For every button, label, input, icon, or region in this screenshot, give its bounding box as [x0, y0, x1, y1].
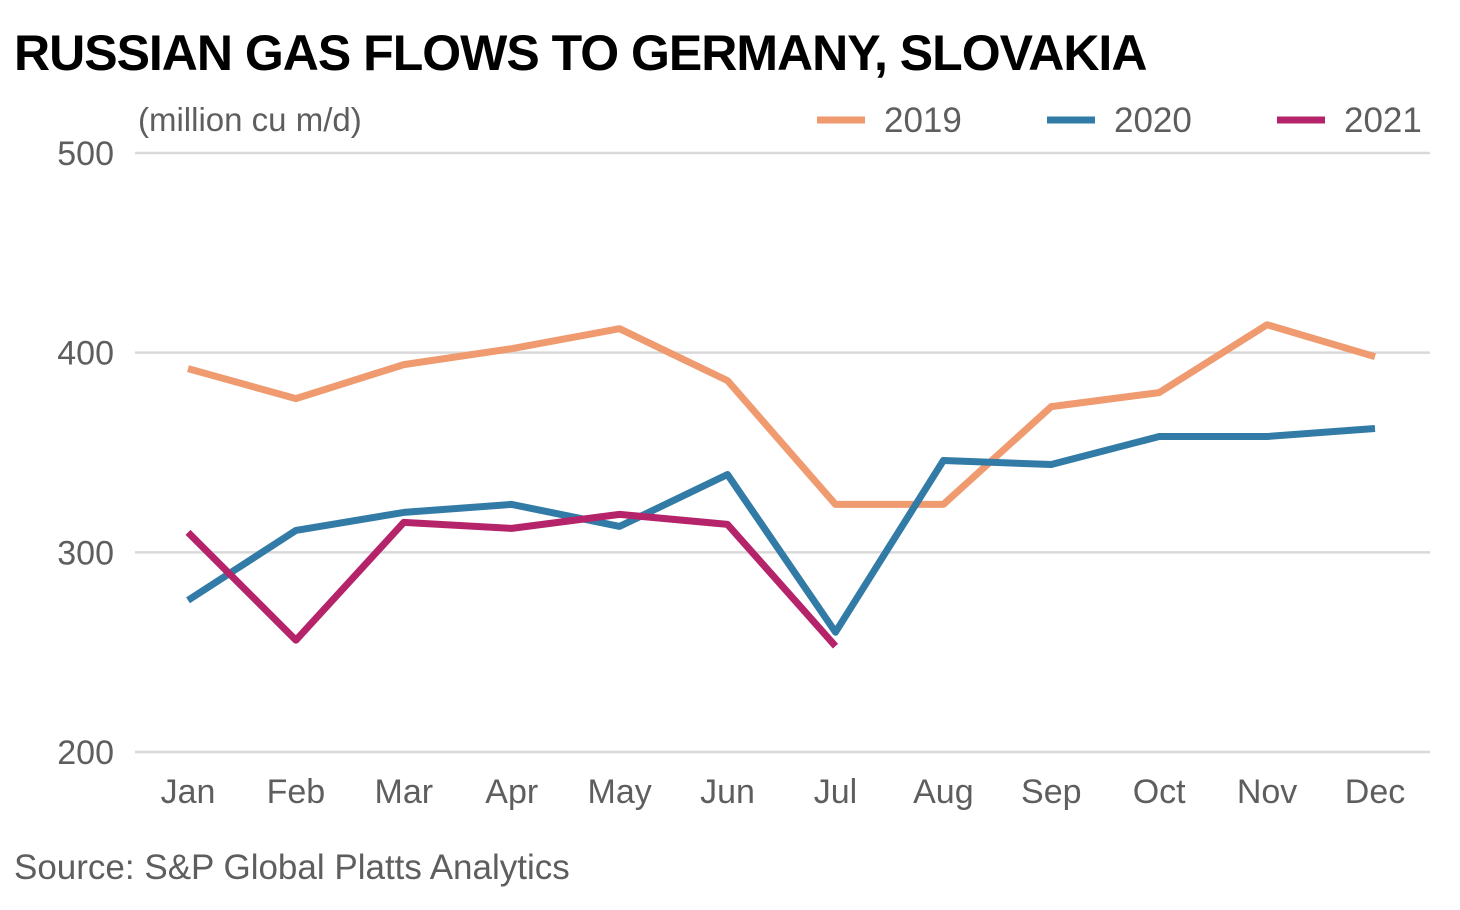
series-line-2020	[186, 425, 1376, 636]
y-tick-label: 300	[57, 534, 114, 572]
x-tick-label: Feb	[267, 773, 326, 811]
y-tick-label: 400	[57, 335, 114, 373]
chart-title: RUSSIAN GAS FLOWS TO GERMANY, SLOVAKIA	[14, 25, 1147, 81]
legend-item-2021: 2021	[1277, 101, 1422, 140]
x-tick-label: Jan	[161, 773, 216, 811]
legend-item-2019: 2019	[817, 101, 962, 140]
legend-label: 2021	[1344, 101, 1422, 140]
y-tick-label: 500	[57, 135, 114, 173]
x-tick-label: Oct	[1133, 773, 1186, 811]
legend: 2019 2020 2021	[817, 101, 1422, 140]
x-tick-label: Apr	[485, 773, 538, 811]
source-note: Source: S&P Global Platts Analytics	[14, 848, 570, 887]
x-tick-label: Aug	[913, 773, 974, 811]
x-tick-label: Nov	[1237, 773, 1297, 811]
series-line-2021	[185, 510, 839, 649]
legend-label: 2020	[1114, 101, 1192, 140]
legend-label: 2019	[884, 101, 962, 140]
y-tick-label: 200	[57, 734, 114, 772]
x-tick-label: Jun	[700, 773, 755, 811]
x-tick-label: Jul	[814, 773, 857, 811]
gridlines	[135, 151, 1430, 754]
series-line-2019	[187, 321, 1376, 508]
y-axis-ticks: 200 300 400 500	[57, 135, 114, 772]
y-axis-unit-label: (million cu m/d)	[138, 101, 362, 138]
x-tick-label: Dec	[1345, 773, 1405, 811]
legend-item-2020: 2020	[1047, 101, 1192, 140]
x-tick-label: Mar	[375, 773, 434, 811]
x-axis-ticks: Jan Feb Mar Apr May Jun Jul Aug Sep Oct Nov Dec	[161, 773, 1406, 811]
series-lines	[185, 321, 1376, 649]
x-tick-label: May	[588, 773, 652, 811]
x-tick-label: Sep	[1021, 773, 1082, 811]
